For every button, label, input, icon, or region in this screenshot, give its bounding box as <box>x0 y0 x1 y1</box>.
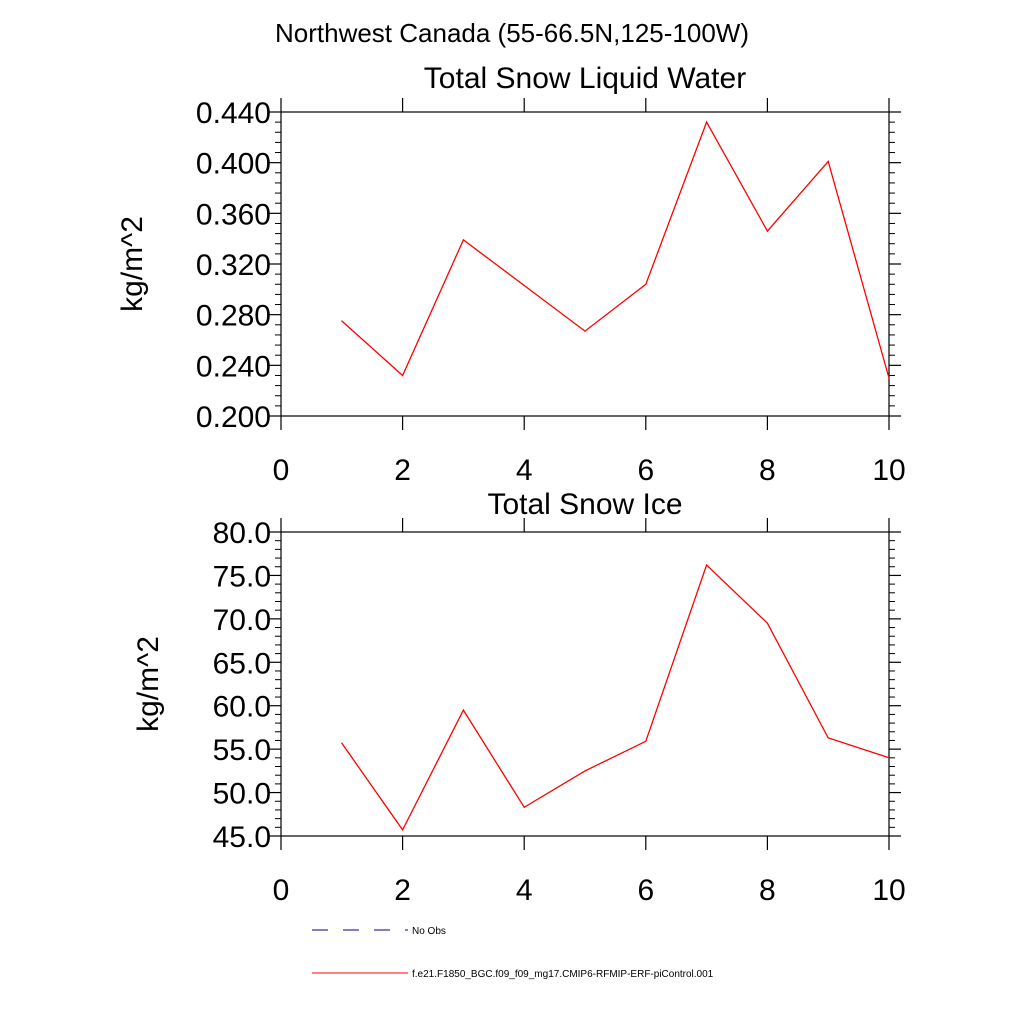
x-tick-label: 4 <box>516 454 533 487</box>
data-point <box>584 770 586 772</box>
data-point <box>645 283 647 285</box>
data-point <box>523 284 525 287</box>
plot-frame <box>280 111 890 417</box>
x-tick-label: 10 <box>872 874 905 907</box>
data-point <box>766 622 769 624</box>
y-tick-label: 0.400 <box>196 148 271 181</box>
y-tick-label: 0.240 <box>196 350 271 383</box>
y-tick-label: 75.0 <box>213 560 271 593</box>
y-axis-label: kg/m^2 <box>132 636 165 732</box>
chart-panel-2: Total Snow Ice 0 2 4 6 8 10 45.0 50.0 55.0 60.0 65.… <box>132 488 906 907</box>
data-point <box>645 740 647 742</box>
x-tick-label: 4 <box>516 874 533 907</box>
legend-label: f.e21.F1850_BGC.f09_f09_mg17.CMIP6-RFMIP… <box>412 969 714 980</box>
chart-title: Total Snow Liquid Water <box>424 62 746 95</box>
plot-frame <box>280 531 890 837</box>
figure-suptitle: Northwest Canada (55-66.5N,125-100W) <box>275 18 749 48</box>
chart-title: Total Snow Ice <box>487 488 682 521</box>
legend-item: No Obs <box>312 926 446 937</box>
legend: No Obs f.e21.F1850_BGC.f09_f09_mg17.CMIP6… <box>312 926 714 980</box>
data-point <box>402 374 404 377</box>
y-tick-label: 70.0 <box>213 604 271 637</box>
y-tick-label: 0.360 <box>196 198 271 231</box>
legend-item: f.e21.F1850_BGC.f09_f09_mg17.CMIP6-RFMIP… <box>312 969 714 980</box>
y-tick-label: 0.200 <box>196 401 271 434</box>
x-tick-label: 6 <box>637 874 654 907</box>
x-tick-label: 8 <box>759 874 776 907</box>
data-point <box>341 320 343 322</box>
data-point <box>706 121 708 123</box>
series-line <box>341 563 890 832</box>
series-line <box>341 120 890 379</box>
data-point <box>827 160 829 162</box>
y-tick-label: 65.0 <box>213 647 271 680</box>
data-point <box>766 230 769 232</box>
data-point <box>462 239 464 241</box>
chart-panel-1: Total Snow Liquid Water 0 2 4 6 8 10 0.200 0.240… <box>116 62 906 487</box>
y-tick-label: 0.320 <box>196 249 271 282</box>
y-axis-label: kg/m^2 <box>116 216 149 312</box>
x-tick-label: 0 <box>273 454 290 487</box>
x-tick-label: 10 <box>872 454 905 487</box>
data-point <box>888 757 890 759</box>
data-point <box>706 564 708 566</box>
data-point <box>888 377 890 379</box>
data-point <box>584 330 586 332</box>
y-tick-label: 60.0 <box>213 691 271 724</box>
y-tick-label: 50.0 <box>213 778 271 811</box>
legend-label: No Obs <box>412 926 446 937</box>
x-tick-label: 2 <box>394 454 411 487</box>
data-point <box>462 709 464 711</box>
x-tick-label: 0 <box>273 874 290 907</box>
x-tick-label: 6 <box>637 454 654 487</box>
data-point <box>523 806 525 808</box>
y-tick-label: 55.0 <box>213 734 271 767</box>
y-tick-label: 0.440 <box>196 97 271 130</box>
x-tick-label: 8 <box>759 454 776 487</box>
y-tick-label: 0.280 <box>196 300 271 333</box>
data-point <box>341 742 343 744</box>
data-point <box>402 829 404 831</box>
y-tick-label: 45.0 <box>213 821 271 854</box>
data-point <box>827 737 829 739</box>
chart-panels: Total Snow Liquid Water 0 2 4 6 8 10 0.200 0.240… <box>116 62 906 907</box>
y-tick-label: 80.0 <box>213 517 271 550</box>
x-tick-label: 2 <box>394 874 411 907</box>
